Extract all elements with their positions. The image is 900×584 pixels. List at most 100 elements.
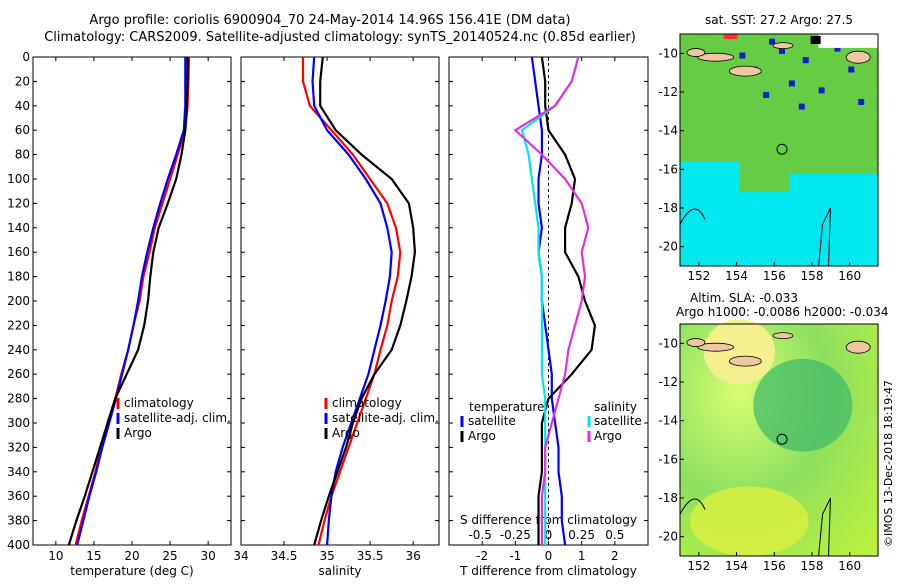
island-coastline [686, 48, 706, 57]
figure-title-line1: Argo profile: coriolis 6900904_70 24-May… [89, 13, 570, 28]
temperature-xtick-label: 25 [162, 549, 177, 563]
difference-top-tick-label: -0.25 [500, 528, 531, 542]
island-coastline [686, 338, 706, 347]
difference-top-tick-label: -0.5 [468, 528, 491, 542]
sst-map-title: sat. SST: 27.2 Argo: 27.5 [705, 13, 853, 27]
sst-cool-water-region [680, 191, 878, 266]
temperature-xlabel: temperature (deg C) [70, 564, 193, 578]
legend-temperature-label: satellite [468, 414, 516, 428]
sst-warm-pixel [763, 92, 770, 98]
difference-xtick-label: -1 [509, 549, 521, 563]
depth-tick-label: 60 [15, 123, 30, 137]
legend-temperature-label: Argo [468, 429, 496, 443]
temperature-xtick-label: 15 [86, 549, 101, 563]
depth-tick-label: 160 [7, 245, 30, 259]
temperature-series-argo [67, 57, 189, 546]
depth-tick-label: 280 [7, 392, 30, 406]
map-ytick-label: -18 [658, 491, 678, 505]
map-ytick-label: -12 [658, 85, 678, 99]
temperature-legend-label: satellite-adj. clim. [124, 411, 231, 425]
figure-title-line2: Climatology: CARS2009. Satellite-adjuste… [44, 30, 636, 45]
depth-tick-label: 140 [7, 221, 30, 235]
salinity-legend-label: satellite-adj. clim. [332, 411, 439, 425]
depth-tick-label: 120 [7, 196, 30, 210]
legend-salinity-label: satellite [594, 414, 642, 428]
temperature-series-satellite-adj-clim- [76, 57, 187, 546]
temperature-legend-label: climatology [124, 396, 194, 410]
salinity-xtick-label: 34.5 [271, 549, 298, 563]
island-coastline [772, 332, 794, 340]
temperature-xtick-label: 10 [48, 549, 63, 563]
map-xtick-label: 158 [801, 559, 824, 573]
salinity-xtick-label: 35 [319, 549, 334, 563]
legend-salinity-title: salinity [594, 400, 637, 414]
difference-xtick-label: 1 [578, 549, 586, 563]
salinity-panel: 34 34.5 35 35.5 36 salinity climatologysatelli… [233, 56, 440, 578]
depth-tick-label: 0 [22, 50, 30, 64]
difference-top-tick-label: 0 [545, 528, 553, 542]
map-ytick-label: -18 [658, 201, 678, 215]
map-xtick-label: 154 [725, 559, 748, 573]
depth-tick-label: 20 [15, 74, 30, 88]
salinity-xtick-label: 35.5 [357, 549, 384, 563]
difference-series-t-argo [537, 56, 597, 545]
sla-low-anomaly [753, 358, 853, 452]
difference-xtick-label: 2 [611, 549, 619, 563]
salinity-series-argo [313, 56, 417, 546]
depth-tick-label: 320 [7, 440, 30, 454]
sst-cool-water-patch [680, 161, 740, 197]
map-xtick-label: 156 [763, 269, 786, 283]
map-ytick-label: -16 [658, 452, 678, 466]
map-ytick-label: -14 [658, 124, 678, 138]
depth-tick-label: 260 [7, 367, 30, 381]
sla-map-title: Altim. SLA: -0.033 [690, 291, 798, 305]
map-xtick-label: 160 [838, 269, 861, 283]
depth-tick-label: 100 [7, 172, 30, 186]
difference-panel: -2 -1 0 1 2T difference from climatology S di… [448, 56, 649, 578]
island-coastline [697, 342, 735, 352]
argo-float-position-marker [776, 433, 788, 445]
map-xtick-label: 154 [725, 269, 748, 283]
sla-map-subtitle: Argo h1000: -0.0086 h2000: -0.034 [676, 305, 889, 319]
temperature-xtick-label: 30 [201, 549, 216, 563]
salinity-xtick-label: 34 [233, 549, 248, 563]
sst-warm-pixel [834, 45, 841, 52]
difference-xlabel-top: S difference from climatology [460, 513, 637, 527]
island-coastline [728, 355, 762, 367]
sst-map-panel: sat. SST: 27.2 Argo: 27.5 -10 -12 -14 -16 -18… [658, 13, 879, 283]
map-xtick-label: 156 [763, 559, 786, 573]
sst-warm-pixel [858, 98, 865, 105]
sst-warm-pixel [739, 52, 746, 59]
legend-salinity-label: Argo [594, 429, 622, 443]
map-sst-frame [679, 33, 879, 267]
sst-warm-pixel [779, 47, 785, 54]
map-ytick-label: -10 [658, 336, 678, 350]
legend-temperature-title: temperature [469, 400, 544, 414]
sla-high-anomaly [703, 319, 776, 385]
sst-warm-pixel [802, 57, 809, 64]
salinity-xlabel: salinity [318, 564, 361, 578]
map-ytick-label: -20 [658, 530, 678, 544]
salinity-legend-label: Argo [332, 426, 360, 440]
salinity-series-climatology [301, 57, 402, 546]
temperature-legend-label: Argo [124, 426, 152, 440]
reef-contour [679, 498, 706, 515]
sst-warm-pixel [769, 38, 776, 45]
depth-tick-label: 240 [7, 343, 30, 357]
depth-tick-label: 340 [7, 465, 30, 479]
sst-cool-water-patch [788, 173, 878, 197]
map-ytick-label: -10 [658, 46, 678, 60]
map-xtick-label: 158 [801, 269, 824, 283]
difference-series-s-argo [513, 56, 590, 545]
depth-tick-label: 380 [7, 514, 30, 528]
imos-credit: ©IMOS 13-Dec-2018 18:19:47 [882, 380, 895, 547]
reef-contour [818, 497, 831, 557]
sla-high-anomaly [689, 486, 809, 556]
salinity-series-satellite-adj-clim- [311, 56, 393, 546]
depth-tick-label: 300 [7, 416, 30, 430]
depth-tick-label: 200 [7, 294, 30, 308]
map-xtick-label: 160 [838, 559, 861, 573]
depth-tick-label: 40 [15, 99, 30, 113]
